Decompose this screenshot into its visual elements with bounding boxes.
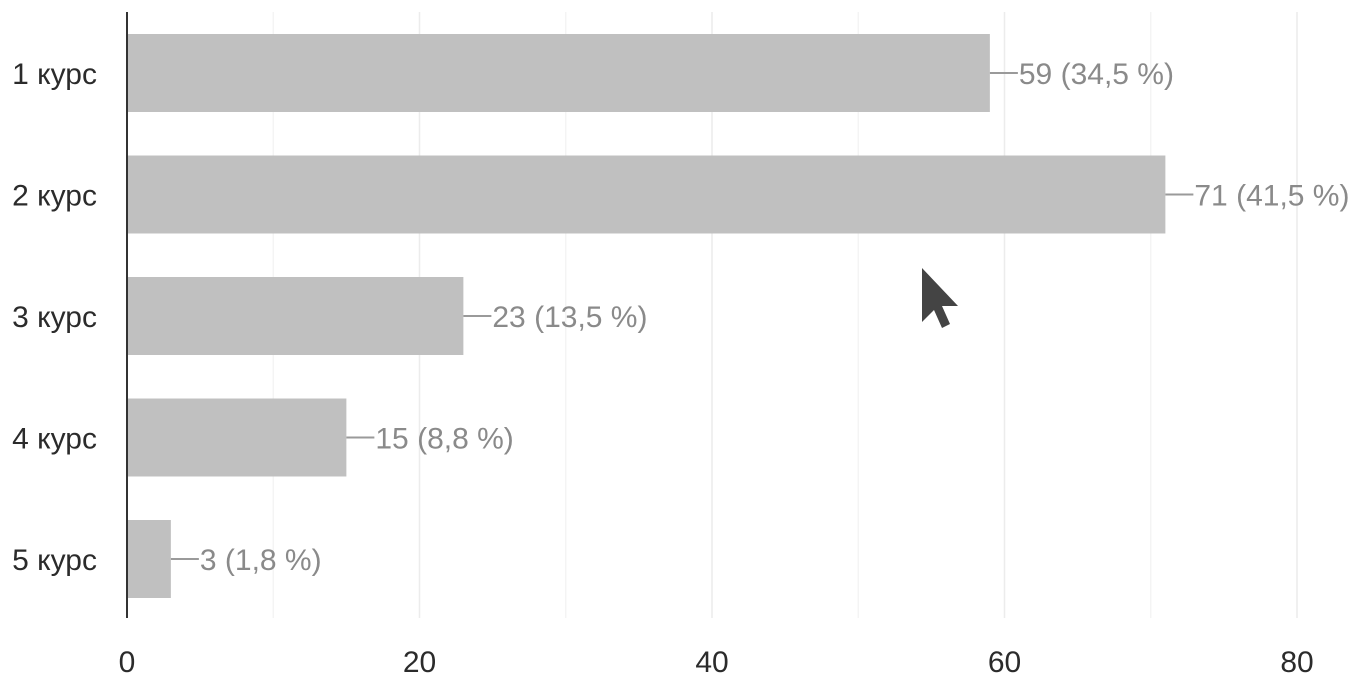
x-tick-label: 0 [119, 646, 136, 678]
bar [127, 398, 347, 477]
x-tick-label: 60 [988, 646, 1021, 678]
data-label: 71 (41,5 %) [1194, 180, 1349, 213]
category-label: 4 курс [12, 423, 97, 456]
bar [127, 520, 171, 598]
category-labels: 1 курс 2 курс 3 курс 4 курс 5 курс [12, 58, 97, 577]
x-tick-label: 80 [1280, 646, 1313, 678]
category-label: 3 курс [12, 301, 97, 334]
data-label: 3 (1,8 %) [200, 544, 322, 577]
data-label: 23 (13,5 %) [492, 301, 647, 334]
x-tick-label: 20 [403, 646, 436, 678]
bar [127, 155, 1166, 234]
mouse-pointer-icon [922, 268, 958, 328]
bar [127, 34, 990, 112]
data-labels: 59 (34,5 %) 71 (41,5 %) 23 (13,5 %) 15 (8,8… [170, 58, 1349, 577]
data-label: 59 (34,5 %) [1019, 58, 1174, 91]
category-label: 1 курс [12, 58, 97, 91]
x-tick-label: 40 [695, 646, 728, 678]
data-label: 15 (8,8 %) [375, 423, 513, 456]
bar [127, 277, 464, 355]
category-label: 2 курс [12, 180, 97, 213]
category-label: 5 курс [12, 544, 97, 577]
x-tick-labels: 0 20 40 60 80 [119, 646, 1314, 678]
bars [127, 34, 1166, 598]
